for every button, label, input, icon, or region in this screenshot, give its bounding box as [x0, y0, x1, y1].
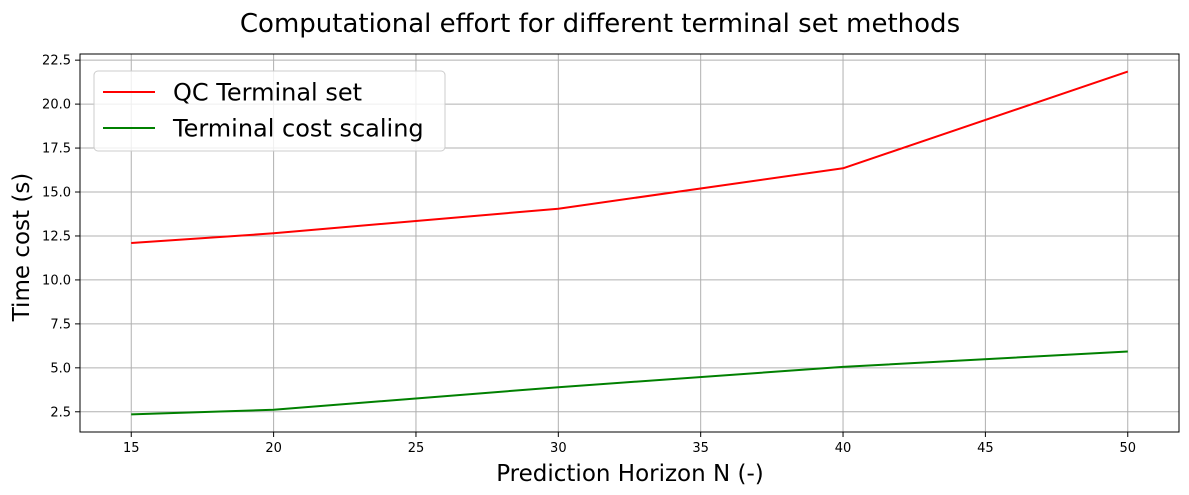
legend-entry-label: QC Terminal set	[173, 79, 362, 107]
grid	[80, 54, 1179, 432]
x-tick-label: 30	[550, 441, 567, 456]
y-tick-label: 7.5	[50, 317, 71, 332]
y-axis-label: Time cost (s)	[9, 173, 35, 323]
x-tick-label: 40	[835, 441, 852, 456]
x-tick-label: 50	[1119, 441, 1136, 456]
x-tick-label: 20	[265, 441, 282, 456]
y-tick-label: 17.5	[42, 142, 71, 157]
x-tick-label: 15	[123, 441, 140, 456]
y-tick-label: 12.5	[42, 229, 71, 244]
series-line-terminal-cost-scaling	[131, 350, 1128, 416]
legend-entry-label: Terminal cost scaling	[172, 115, 424, 143]
legend: QC Terminal set Terminal cost scaling	[93, 70, 446, 152]
y-tick-label: 15.0	[42, 186, 71, 201]
legend-box	[93, 70, 446, 152]
y-tick-label: 10.0	[42, 273, 71, 288]
x-axis-label: Prediction Horizon N (-)	[496, 461, 764, 487]
x-tick-label: 35	[692, 441, 709, 456]
series-line-qc-terminal-set	[131, 70, 1129, 244]
y-tick-label: 20.0	[42, 98, 71, 113]
x-tick-label: 45	[977, 441, 994, 456]
plot-area-frame	[79, 53, 1180, 433]
y-tick-label: 2.5	[50, 405, 71, 420]
x-tick-label: 25	[408, 441, 425, 456]
axis-ticks: 15 20 25 30 35 40 45 50 2.5 5.0 7.5 10.0 12.5 15.0 17.…	[42, 54, 1136, 456]
y-tick-label: 5.0	[50, 361, 71, 376]
series-lines	[131, 70, 1129, 416]
y-tick-label: 22.5	[42, 54, 71, 69]
chart-title: Computational effort for different termi…	[240, 9, 960, 39]
